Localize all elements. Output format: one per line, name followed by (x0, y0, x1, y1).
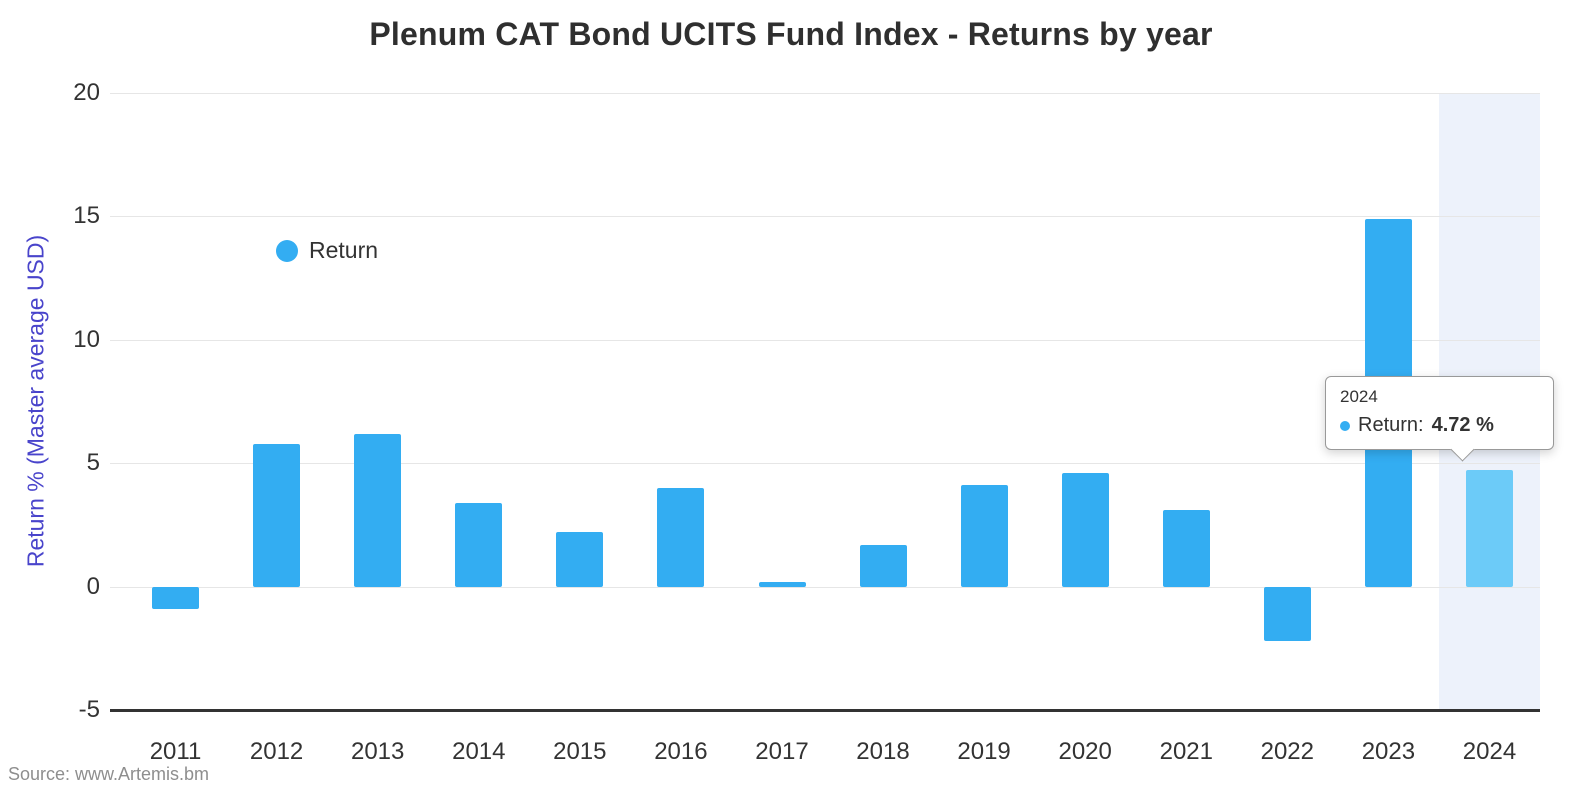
x-tick-label-2015: 2015 (553, 738, 607, 765)
gridline-y-5 (110, 463, 1540, 464)
bar-2013[interactable] (354, 433, 402, 587)
chart-title: Plenum CAT Bond UCITS Fund Index - Retur… (369, 16, 1213, 52)
bar-2018[interactable] (859, 544, 907, 587)
gridline-y-15 (110, 216, 1540, 217)
x-tick-label-2018: 2018 (856, 738, 910, 765)
gridline-y-20 (110, 93, 1540, 94)
bar-2017[interactable] (758, 581, 806, 587)
tooltip-series-marker-icon (1340, 420, 1350, 431)
x-tick-label-2019: 2019 (957, 738, 1011, 765)
tooltip-header: 2024 (1340, 387, 1378, 406)
bar-2014[interactable] (455, 502, 503, 587)
x-tick-label-2017: 2017 (755, 738, 809, 765)
x-axis-line (110, 709, 1540, 712)
tooltip-series-label: Return: (1358, 414, 1424, 436)
bar-2024[interactable] (1466, 470, 1513, 587)
bar-2011[interactable] (152, 586, 199, 609)
bar-2021[interactable] (1162, 510, 1210, 587)
x-tick-label-2014: 2014 (452, 738, 506, 765)
legend-item-return[interactable]: Return (276, 237, 378, 264)
bar-2012[interactable] (253, 443, 301, 587)
y-tick-label-20: 20 (73, 79, 100, 106)
x-tick-label-2013: 2013 (350, 738, 405, 765)
x-tick-label-2012: 2012 (249, 738, 304, 765)
legend-marker-icon (276, 239, 298, 262)
legend-label: Return (309, 237, 379, 263)
y-tick-label-10: 10 (73, 326, 100, 353)
tooltip: 2024 Return: 4.72 % (1325, 376, 1554, 462)
x-tick-label-2023: 2023 (1361, 738, 1416, 765)
x-tick-label-2024: 2024 (1462, 738, 1517, 765)
x-tick-label-2011: 2011 (149, 738, 202, 765)
bar-2019[interactable] (960, 485, 1008, 587)
bar-2015[interactable] (556, 532, 604, 587)
gridline-y-10 (110, 340, 1540, 341)
bar-2022[interactable] (1263, 586, 1311, 641)
x-tick-label-2021: 2021 (1159, 738, 1213, 765)
gridline-y-0 (110, 587, 1540, 588)
bar-2016[interactable] (657, 487, 705, 587)
y-tick-label-15: 15 (73, 202, 100, 229)
x-tick-label-2020: 2020 (1058, 738, 1112, 765)
tooltip-row: Return: 4.72 % (1340, 414, 1539, 437)
bar-2020[interactable] (1061, 473, 1109, 587)
source-credit: Source: www.Artemis.bm (8, 764, 210, 784)
x-tick-label-2022: 2022 (1260, 738, 1314, 765)
y-tick-label--5: -5 (78, 696, 100, 723)
y-tick-label-5: 5 (86, 449, 100, 476)
y-tick-label-0: 0 (86, 573, 100, 600)
x-tick-label-2016: 2016 (654, 738, 708, 765)
tooltip-value: 4.72 % (1431, 414, 1494, 436)
